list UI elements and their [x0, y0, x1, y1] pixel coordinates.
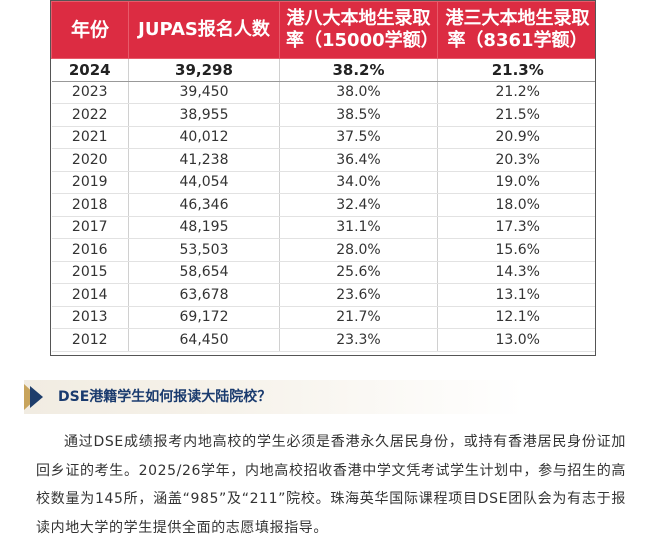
cell-applicants: 44,054	[128, 171, 280, 194]
cell-top8-rate: 31.1%	[279, 216, 438, 239]
admission-table-container: 年份 JUPAS报名人数 港八大本地生录取率（15000学额） 港三大本地生录取…	[50, 0, 596, 356]
table-row: 2024 39,298 38.2% 21.3%	[51, 58, 595, 82]
cell-top8-rate: 38.5%	[279, 103, 438, 127]
cell-top8-rate: 34.0%	[279, 171, 438, 194]
cell-year: 2018	[51, 193, 129, 217]
table-row: 2012 64,450 23.3% 13.0%	[51, 328, 595, 352]
cell-applicants: 53,503	[128, 238, 280, 262]
cell-top3-rate: 19.0%	[437, 171, 595, 194]
table-row: 2022 38,955 38.5% 21.5%	[51, 103, 595, 127]
cell-top8-rate: 23.3%	[279, 328, 438, 352]
cell-top3-rate: 13.0%	[437, 328, 595, 352]
cell-applicants: 69,172	[128, 306, 280, 329]
table-row: 2021 40,012 37.5% 20.9%	[51, 126, 595, 149]
cell-year: 2013	[51, 306, 129, 329]
cell-applicants: 40,012	[128, 126, 280, 149]
table-row: 2013 69,172 21.7% 12.1%	[51, 306, 595, 329]
cell-year: 2014	[51, 283, 129, 307]
table-row: 2018 46,346 32.4% 18.0%	[51, 193, 595, 217]
cell-top8-rate: 36.4%	[279, 148, 438, 172]
cell-year: 2019	[51, 171, 129, 194]
cell-top3-rate: 15.6%	[437, 238, 595, 262]
cell-top8-rate: 38.2%	[279, 58, 438, 82]
header-top8-admission-rate: 港八大本地生录取率（15000学额）	[279, 1, 439, 59]
cell-applicants: 39,298	[128, 58, 280, 82]
cell-top3-rate: 21.2%	[437, 81, 595, 104]
section-heading-bar	[24, 380, 524, 414]
chevron-right-icon	[24, 384, 43, 410]
cell-applicants: 64,450	[128, 328, 280, 352]
cell-applicants: 38,955	[128, 103, 280, 127]
section-heading: DSE港籍学生如何报读大陆院校？	[10, 380, 635, 414]
table-body: 2024 39,298 38.2% 21.3% 2023 39,450 38.0% 21.2%…	[51, 58, 595, 352]
cell-year: 2015	[51, 261, 129, 284]
table-row: 2015 58,654 25.6% 14.3%	[51, 261, 595, 284]
cell-top8-rate: 25.6%	[279, 261, 438, 284]
cell-top8-rate: 23.6%	[279, 283, 438, 307]
table-header-row: 年份 JUPAS报名人数 港八大本地生录取率（15000学额） 港三大本地生录取…	[51, 1, 595, 59]
cell-top3-rate: 20.3%	[437, 148, 595, 172]
cell-applicants: 48,195	[128, 216, 280, 239]
table-row: 2023 39,450 38.0% 21.2%	[51, 81, 595, 104]
cell-applicants: 39,450	[128, 81, 280, 104]
cell-top3-rate: 20.9%	[437, 126, 595, 149]
cell-applicants: 58,654	[128, 261, 280, 284]
cell-top3-rate: 21.5%	[437, 103, 595, 127]
cell-applicants: 63,678	[128, 283, 280, 307]
cell-top3-rate: 18.0%	[437, 193, 595, 217]
table-row: 2014 63,678 23.6% 13.1%	[51, 283, 595, 307]
cell-top3-rate: 17.3%	[437, 216, 595, 239]
cell-year: 2016	[51, 238, 129, 262]
table-row: 2016 53,503 28.0% 15.6%	[51, 238, 595, 262]
header-top3-admission-rate: 港三大本地生录取率（8361学额）	[437, 1, 595, 59]
cell-year: 2023	[51, 81, 129, 104]
cell-year: 2024	[51, 58, 129, 82]
admission-table: 年份 JUPAS报名人数 港八大本地生录取率（15000学额） 港三大本地生录取…	[51, 1, 595, 352]
body-paragraph: 通过DSE成绩报考内地高校的学生必须是香港永久居民身份，或持有香港居民身份证加回…	[36, 434, 626, 536]
cell-top8-rate: 38.0%	[279, 81, 438, 104]
table-row: 2017 48,195 31.1% 17.3%	[51, 216, 595, 239]
cell-year: 2022	[51, 103, 129, 127]
cell-top8-rate: 32.4%	[279, 193, 438, 217]
cell-top3-rate: 14.3%	[437, 261, 595, 284]
cell-year: 2012	[51, 328, 129, 352]
cell-top3-rate: 21.3%	[437, 58, 595, 82]
section-title: DSE港籍学生如何报读大陆院校？	[58, 389, 272, 405]
header-year: 年份	[51, 1, 129, 59]
cell-year: 2017	[51, 216, 129, 239]
cell-applicants: 41,238	[128, 148, 280, 172]
cell-year: 2021	[51, 126, 129, 149]
table-row: 2020 41,238 36.4% 20.3%	[51, 148, 595, 172]
cell-top8-rate: 37.5%	[279, 126, 438, 149]
cell-top3-rate: 12.1%	[437, 306, 595, 329]
table-row: 2019 44,054 34.0% 19.0%	[51, 171, 595, 194]
cell-top8-rate: 28.0%	[279, 238, 438, 262]
cell-top3-rate: 13.1%	[437, 283, 595, 307]
cell-applicants: 46,346	[128, 193, 280, 217]
header-jupas-applicants: JUPAS报名人数	[128, 1, 280, 59]
cell-top8-rate: 21.7%	[279, 306, 438, 329]
cell-year: 2020	[51, 148, 129, 172]
